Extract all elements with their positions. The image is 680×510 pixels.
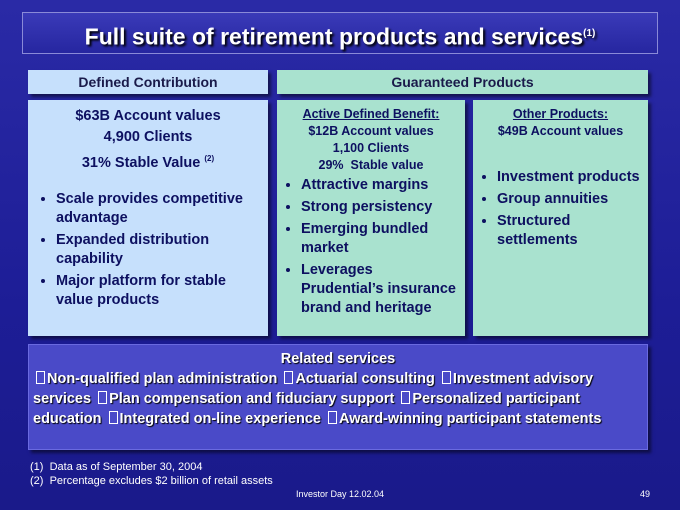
service-item: Investment advisory services xyxy=(33,371,594,407)
other-panel: Other Products: $49B Account values Inve… xyxy=(473,100,648,336)
bullet: Leverages Prudential’s insurance brand a… xyxy=(301,261,459,318)
bullet: Investment products xyxy=(497,168,642,187)
title-note: (1) xyxy=(583,28,596,39)
stat: 1,100 Clients xyxy=(332,141,410,155)
bullet: Emerging bundled market xyxy=(301,220,459,258)
stat-note: (2) xyxy=(204,154,215,163)
dc-panel: $63B Account values 4,900 Clients 31% St… xyxy=(28,100,268,336)
heading: Other Products: xyxy=(512,107,609,121)
adb-stats: Active Defined Benefit: $12B Account val… xyxy=(283,106,459,174)
separator-box xyxy=(98,391,108,404)
title-text: Full suite of retirement products and se… xyxy=(84,23,584,50)
stat: 31% Stable Value (2) xyxy=(38,148,258,174)
bullet: Attractive margins xyxy=(301,176,459,195)
footnote-marker: (2) xyxy=(30,475,44,487)
related-services: Related services Non-qualified plan admi… xyxy=(28,344,648,450)
bullet: Major platform for stable value products xyxy=(56,272,258,310)
separator-box xyxy=(328,411,337,424)
dc-header: Defined Contribution xyxy=(28,70,268,94)
other-stats: Other Products: $49B Account values xyxy=(479,106,642,140)
footnote-text: Percentage excludes $2 billion of retail… xyxy=(49,475,273,487)
footnote-text: Data as of September 30, 2004 xyxy=(49,461,203,473)
dc-bullets: Scale provides competitive advantage Exp… xyxy=(38,190,258,310)
stat: 29% Stable value xyxy=(318,158,424,172)
gp-header: Guaranteed Products xyxy=(277,70,648,94)
separator-box xyxy=(36,371,45,384)
footer-event: Investor Day 12.02.04 xyxy=(295,489,385,499)
stat: $63B Account values xyxy=(75,108,221,124)
bullet: Structured settlements xyxy=(497,212,642,250)
service-item: Personalized participant education xyxy=(33,391,580,427)
adb-panel: Active Defined Benefit: $12B Account val… xyxy=(277,100,465,336)
stat: $12B Account values xyxy=(308,124,434,138)
separator-box xyxy=(441,371,451,384)
bullet: Scale provides competitive advantage xyxy=(56,190,258,228)
footnote-marker: (1) xyxy=(30,461,44,473)
stat: $49B Account values xyxy=(497,124,624,138)
page-number: 49 xyxy=(640,489,651,499)
separator-box xyxy=(284,371,294,384)
other-bullets: Investment products Group annuities Stru… xyxy=(479,168,642,250)
separator-box xyxy=(108,411,118,424)
service-item: Plan compensation and fiduciary support xyxy=(109,391,395,407)
bullet: Expanded distribution capability xyxy=(56,231,258,269)
footnote: (2) Percentage excludes $2 billion of re… xyxy=(30,475,273,487)
related-items: Non-qualified plan administration Actuar… xyxy=(29,367,647,429)
adb-bullets: Attractive margins Strong persistency Em… xyxy=(283,176,459,318)
footnote: (1) Data as of September 30, 2004 xyxy=(30,461,202,473)
related-heading: Related services xyxy=(280,351,396,367)
service-item: Award-winning participant statements xyxy=(339,411,602,427)
service-item: Non-qualified plan administration xyxy=(47,371,278,387)
bullet: Group annuities xyxy=(497,190,642,209)
separator-box xyxy=(401,391,411,404)
dc-stats: $63B Account values 4,900 Clients 31% St… xyxy=(38,106,258,174)
service-item: Actuarial consulting xyxy=(295,371,435,387)
stat-text: 31% Stable Value xyxy=(81,154,201,171)
title: Full suite of retirement products and se… xyxy=(22,12,658,54)
bullet: Strong persistency xyxy=(301,198,459,217)
heading: Active Defined Benefit: xyxy=(302,107,440,121)
stat: 4,900 Clients xyxy=(103,129,193,145)
service-item: Integrated on-line experience xyxy=(119,411,321,427)
